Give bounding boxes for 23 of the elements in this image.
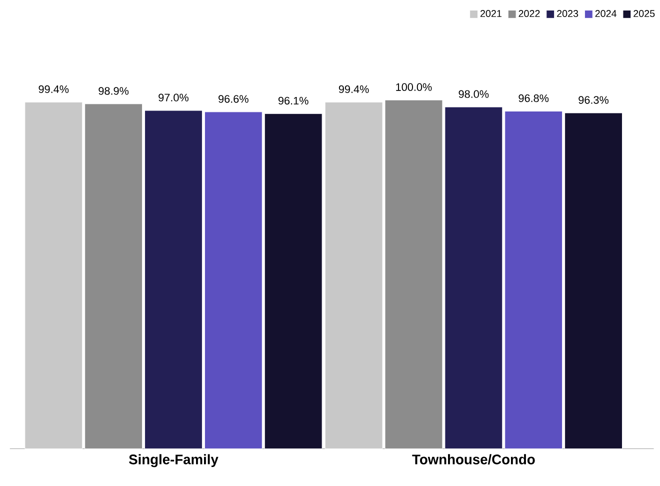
data-label: 99.4%	[38, 85, 69, 93]
bar	[564, 112, 623, 449]
legend-label: 2023	[557, 10, 578, 17]
bar	[204, 111, 262, 449]
x-tick-label: Townhouse/Condo	[412, 454, 535, 464]
legend-label: 2022	[518, 10, 540, 17]
legend-label: 2021	[480, 10, 502, 17]
data-label: 96.8%	[518, 94, 549, 102]
data-label: 97.0%	[158, 94, 188, 102]
bar	[24, 102, 83, 449]
data-label: 96.3%	[578, 96, 609, 104]
bar	[264, 113, 322, 449]
data-label: 96.6%	[218, 94, 248, 103]
data-label: 98.9%	[98, 86, 129, 95]
x-tick-label: Single-Family	[128, 454, 218, 467]
data-label: 99.4%	[338, 85, 369, 93]
data-label: 98.0%	[458, 90, 489, 98]
data-label: 96.1%	[278, 96, 308, 104]
bar	[504, 110, 563, 449]
legend-label: 2025	[634, 10, 655, 17]
bar	[144, 110, 202, 449]
data-label: 100.0%	[396, 83, 432, 91]
legend-label: 2024	[595, 10, 616, 17]
